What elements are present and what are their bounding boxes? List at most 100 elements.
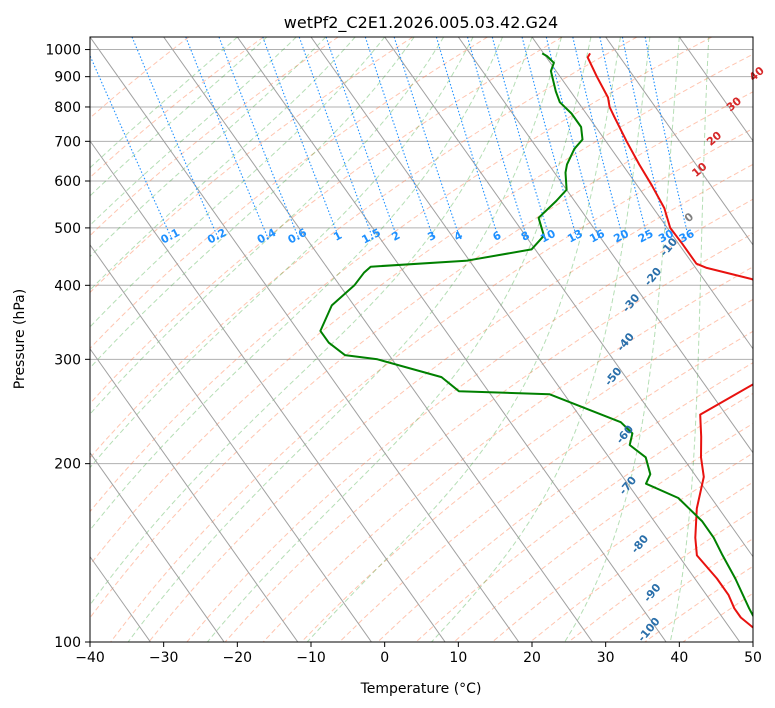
dry-adiabat-line [90,37,339,237]
x-tick-label: −30 [149,650,179,666]
dry-adiabat-line [90,91,753,619]
dry-adiabat-line [377,362,753,642]
x-axis-label: Temperature (°C) [360,681,482,697]
mixing-ratio-label: 0.6 [286,226,310,247]
x-tick-label: −10 [296,650,326,666]
y-tick-label: 200 [54,457,81,473]
mixing-ratio-label: 1.5 [360,226,383,247]
isotherm-line [678,37,753,142]
x-tick-label: 10 [449,650,467,666]
dry-adiabat-line [148,163,753,642]
x-tick-label: −40 [75,650,105,666]
dry-adiabat-label: 0 [682,210,696,225]
moist-adiabat-label: -70 [617,474,640,498]
mixing-ratio-line [644,37,690,239]
y-tick-label: 300 [54,352,81,368]
isotherm-line [310,37,741,642]
moist-adiabat-label: -50 [602,365,625,389]
x-tick-label: 0 [380,650,389,666]
plot-frame [89,36,754,643]
moist-adiabat-line [207,37,592,642]
isotherm-line [90,347,299,642]
dry-adiabat-line [644,565,753,642]
isotherm-line [163,37,593,642]
dry-adiabat-line [415,392,753,642]
moist-adiabat-line [90,37,415,369]
line-labels: 0.1 0.2 0.4 0.6 1 1.5 2 3 4 6 8 10 13 16 20 25 30 3601020… [159,64,767,645]
mixing-ratio-label: 25 [636,227,656,246]
dry-adiabat-line [90,37,488,350]
dry-adiabat-line [262,266,753,642]
dry-adiabat-line [90,37,414,294]
moist-adiabat-line [90,37,297,226]
profile-lines [319,52,753,629]
moist-adiabat-line [90,37,445,415]
dry-adiabat-label: 40 [747,64,767,84]
x-tick-label: 40 [670,650,688,666]
isotherm-line [457,37,753,454]
mixing-ratio-label: 0.4 [255,226,279,247]
mixing-ratio-label: 6 [491,229,504,244]
x-tick-label: 50 [744,650,762,666]
isotherm-line [0,37,3,642]
moist-adiabat-line [90,37,474,469]
y-tick-label: 600 [54,174,81,190]
mixing-ratio-line [90,54,173,239]
mixing-ratio-label: 0.1 [159,226,182,247]
isotherm-line [236,37,667,642]
moist-adiabat-line [90,37,238,169]
mixing-ratio-label: 4 [452,229,465,244]
isotherm-line [90,244,372,642]
mixing-ratio-line [131,37,219,239]
mixing-ratio-label: 1 [331,229,344,244]
x-tick-label: 30 [597,650,615,666]
isotherm-line [384,37,753,558]
y-tick-label: 900 [54,70,81,86]
x-tick-label: −20 [223,650,253,666]
mixing-ratio-line [364,37,435,239]
mixing-ratio-line [572,37,624,239]
moist-adiabat-line [90,37,327,258]
moist-adiabat-line [306,37,621,642]
dry-adiabat-line [90,53,753,566]
dry-adiabat-line [90,37,190,119]
isotherm-line [90,451,225,642]
mixing-ratio-line [185,37,269,239]
y-axis-label: Pressure (hPa) [12,289,28,389]
moist-adiabat-label: -60 [613,423,636,447]
y-tick-label: 1000 [45,43,81,59]
chart-title: wetPf2_C2E1.2026.005.03.42.G24 [284,13,558,33]
y-tick-label: 800 [54,100,81,116]
isotherm-line [90,140,446,642]
dry-adiabat-label: 30 [724,94,744,114]
mixing-ratio-line [298,37,374,239]
y-tick-label: 100 [54,635,81,651]
mixing-ratio-label: 3 [425,229,438,244]
y-tick-label: 400 [54,278,81,294]
moist-adiabat-label: -40 [614,330,637,354]
moist-adiabat-line [127,37,562,642]
mixing-ratio-label: 10 [538,227,558,246]
temperature-profile-line [586,52,753,629]
isotherm-line [90,37,520,642]
isotherm-line [531,37,753,350]
mixing-ratio-label: 36 [677,227,697,246]
mixing-ratio-line [393,37,461,239]
mixing-ratio-label: 30 [656,227,676,246]
mixing-ratio-line [491,37,551,239]
mixing-ratio-label: 2 [389,229,402,244]
dry-adiabat-label: 10 [689,160,709,180]
mixing-ratio-label: 0.2 [205,226,228,247]
isotherm-line [605,37,753,246]
y-tick-label: 500 [54,221,81,237]
y-tick-label: 700 [54,134,81,150]
dry-adiabat-line [453,422,753,642]
dry-adiabat-line [90,37,563,405]
dry-adiabat-line [339,330,753,642]
dewpoint-profile-line [319,52,753,618]
moist-adiabat-line [90,37,356,291]
dry-adiabat-line [90,37,638,459]
mixing-ratio-line [325,37,399,239]
dry-adiabat-line [301,298,753,642]
